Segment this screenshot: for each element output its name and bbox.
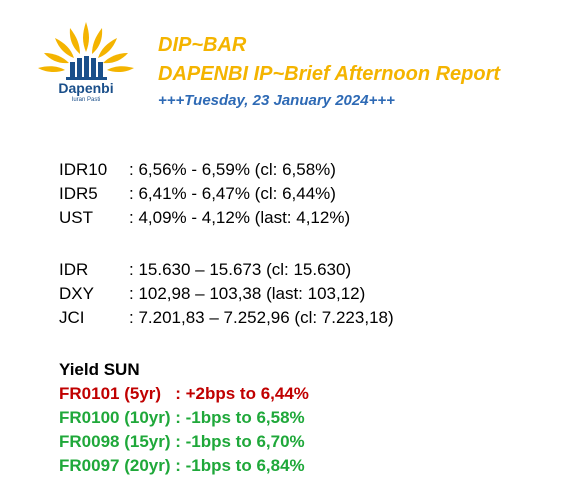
bond-row: IDR10 : 6,56% - 6,59% (cl: 6,58%) — [59, 158, 350, 182]
market-row: IDR : 15.630 – 15.673 (cl: 15.630) — [59, 258, 394, 282]
market-label: IDR — [59, 260, 89, 279]
bond-yields-section: IDR10 : 6,56% - 6,59% (cl: 6,58%) IDR5 :… — [59, 158, 350, 230]
yield-sun-item: FR0097 (20yr) : -1bps to 6,84% — [59, 456, 305, 475]
market-label: DXY — [59, 284, 94, 303]
market-row: DXY : 102,98 – 103,38 (last: 103,12) — [59, 282, 394, 306]
yield-sun-item: FR0101 (5yr) : +2bps to 6,44% — [59, 384, 309, 403]
bond-value: : 4,09% - 4,12% (last: 4,12%) — [129, 208, 351, 227]
yield-sun-title: Yield SUN — [59, 360, 140, 379]
report-title: DIP~BAR — [158, 34, 247, 56]
bond-value: : 6,56% - 6,59% (cl: 6,58%) — [129, 160, 336, 179]
yield-sun-item: FR0100 (10yr) : -1bps to 6,58% — [59, 408, 305, 427]
markets-section: IDR : 15.630 – 15.673 (cl: 15.630) DXY :… — [59, 258, 394, 330]
bond-row: UST : 4,09% - 4,12% (last: 4,12%) — [59, 206, 350, 230]
dapenbi-logo: Dapenbi Iuran Pasti — [30, 18, 142, 112]
report-subtitle: DAPENBI IP~Brief Afternoon Report — [158, 63, 501, 85]
bond-label: IDR5 — [59, 184, 98, 203]
market-row: JCI : 7.201,83 – 7.252,96 (cl: 7.223,18) — [59, 306, 394, 330]
market-value: : 102,98 – 103,38 (last: 103,12) — [129, 284, 366, 303]
bond-label: IDR10 — [59, 160, 108, 179]
logo-tagline: Iuran Pasti — [71, 97, 101, 103]
yield-sun-section: Yield SUN FR0101 (5yr) : +2bps to 6,44% … — [59, 358, 309, 478]
report-date: +++Tuesday, 23 January 2024+++ — [158, 92, 395, 109]
logo-wordmark: Dapenbi — [58, 80, 114, 96]
bond-row: IDR5 : 6,41% - 6,47% (cl: 6,44%) — [59, 182, 350, 206]
yield-sun-item: FR0098 (15yr) : -1bps to 6,70% — [59, 432, 305, 451]
market-value: : 15.630 – 15.673 (cl: 15.630) — [129, 260, 352, 279]
bond-value: : 6,41% - 6,47% (cl: 6,44%) — [129, 184, 336, 203]
bond-label: UST — [59, 208, 93, 227]
sun-building-icon — [38, 22, 134, 80]
market-value: : 7.201,83 – 7.252,96 (cl: 7.223,18) — [129, 308, 394, 327]
market-label: JCI — [59, 308, 85, 327]
